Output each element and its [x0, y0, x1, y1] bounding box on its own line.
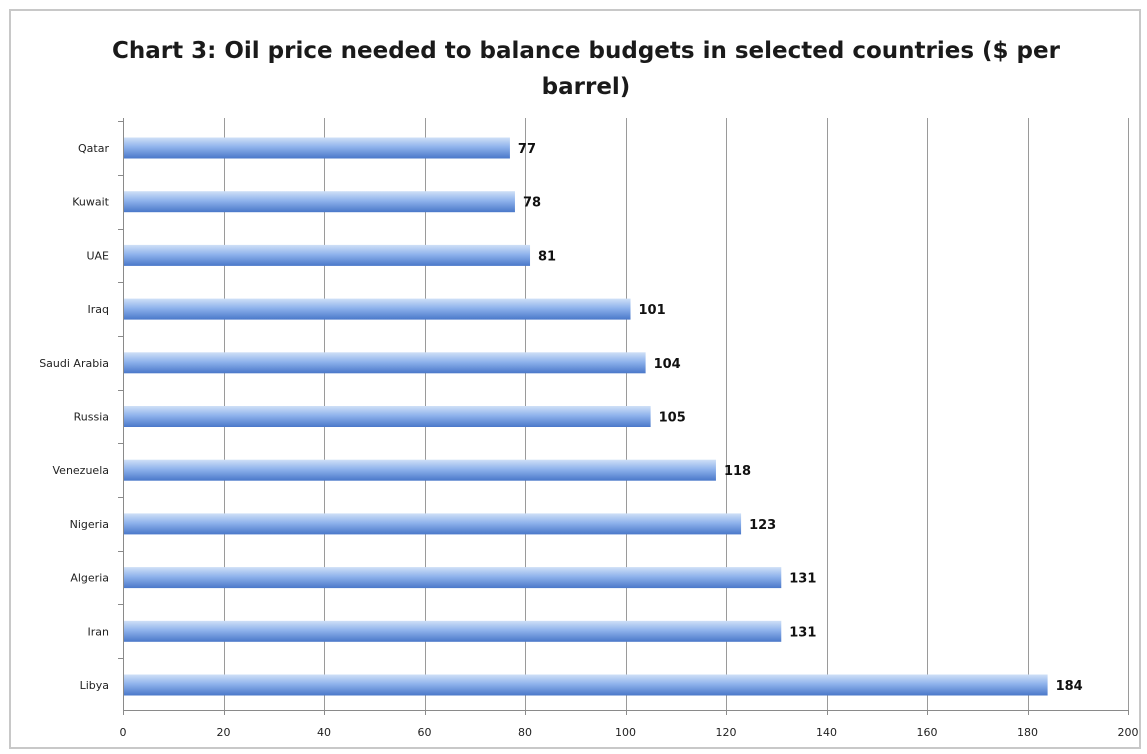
- x-tick-label: 140: [816, 726, 837, 739]
- category-label: Iraq: [88, 303, 110, 316]
- category-label: Algeria: [70, 572, 109, 585]
- x-tick-label: 0: [120, 726, 127, 739]
- bar-algeria: [124, 567, 782, 589]
- category-label: Qatar: [78, 142, 109, 155]
- bar-venezuela: [124, 459, 716, 481]
- data-label: 77: [518, 142, 536, 157]
- x-tick-label: 120: [716, 726, 737, 739]
- bar-russia: [124, 406, 651, 427]
- data-label: 101: [639, 303, 666, 318]
- category-label: Saudi Arabia: [39, 357, 109, 370]
- bar-uae: [124, 244, 531, 266]
- data-label: 105: [659, 411, 686, 426]
- x-tick-label: 180: [1017, 726, 1038, 739]
- x-tick-label: 40: [317, 726, 331, 739]
- data-label: 131: [789, 625, 816, 640]
- x-tick-label: 200: [1118, 726, 1139, 739]
- data-label: 104: [654, 357, 681, 372]
- labels: 0 20 40 60 80 100 120 140 160 180 200 Qatar 77 Kuwait…: [39, 142, 1138, 739]
- data-label: 118: [724, 464, 751, 479]
- chart-title: Chart 3: Oil price needed to balance bud…: [112, 38, 1060, 100]
- category-label: Kuwait: [72, 196, 109, 209]
- x-tick-label: 160: [917, 726, 938, 739]
- x-tick-label: 20: [217, 726, 231, 739]
- x-tick-label: 100: [615, 726, 636, 739]
- data-label: 123: [749, 518, 776, 533]
- data-label: 131: [789, 572, 816, 587]
- x-tick-label: 80: [518, 726, 532, 739]
- data-label: 81: [538, 249, 556, 264]
- bar-iraq: [124, 298, 631, 320]
- data-label: 78: [523, 196, 541, 211]
- category-label: UAE: [86, 249, 109, 262]
- bar-iran: [124, 620, 782, 642]
- axes: [118, 118, 1129, 715]
- bars: [124, 137, 1048, 696]
- category-label: Iran: [88, 625, 110, 638]
- bar-nigeria: [124, 513, 742, 535]
- data-label: 184: [1056, 679, 1083, 694]
- bar-saudi-arabia: [124, 352, 646, 374]
- category-label: Nigeria: [70, 518, 109, 531]
- category-label: Libya: [80, 679, 109, 692]
- bar-qatar: [124, 137, 510, 159]
- bar-kuwait: [124, 191, 515, 213]
- category-label: Russia: [74, 411, 109, 424]
- bar-libya: [124, 674, 1048, 696]
- category-label: Venezuela: [53, 464, 110, 477]
- x-tick-label: 60: [418, 726, 432, 739]
